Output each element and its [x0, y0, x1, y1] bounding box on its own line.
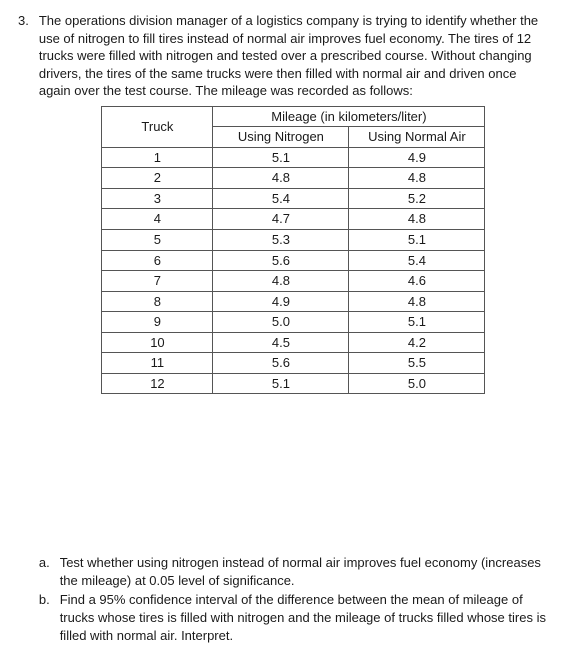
table-row: 8 4.9 4.8 — [102, 291, 485, 312]
col-air: Using Normal Air — [349, 127, 485, 148]
cell-truck: 5 — [102, 230, 213, 251]
cell-truck: 8 — [102, 291, 213, 312]
cell-air: 5.1 — [349, 312, 485, 333]
cell-nitrogen: 4.5 — [213, 332, 349, 353]
cell-truck: 3 — [102, 188, 213, 209]
cell-truck: 11 — [102, 353, 213, 374]
data-table: Truck Mileage (in kilometers/liter) Usin… — [101, 106, 485, 395]
table-row: 3 5.4 5.2 — [102, 188, 485, 209]
col-nitrogen: Using Nitrogen — [213, 127, 349, 148]
cell-air: 4.6 — [349, 271, 485, 292]
cell-air: 4.9 — [349, 147, 485, 168]
cell-nitrogen: 5.1 — [213, 373, 349, 394]
cell-air: 4.8 — [349, 209, 485, 230]
cell-nitrogen: 5.6 — [213, 250, 349, 271]
cell-air: 5.0 — [349, 373, 485, 394]
cell-nitrogen: 5.0 — [213, 312, 349, 333]
cell-truck: 4 — [102, 209, 213, 230]
cell-nitrogen: 5.4 — [213, 188, 349, 209]
subparts-list: a. Test whether using nitrogen instead o… — [39, 554, 548, 644]
cell-truck: 10 — [102, 332, 213, 353]
table-row: 4 4.7 4.8 — [102, 209, 485, 230]
cell-air: 5.1 — [349, 230, 485, 251]
table-row: 9 5.0 5.1 — [102, 312, 485, 333]
cell-truck: 12 — [102, 373, 213, 394]
cell-truck: 7 — [102, 271, 213, 292]
cell-truck: 1 — [102, 147, 213, 168]
cell-nitrogen: 4.7 — [213, 209, 349, 230]
table-row: 12 5.1 5.0 — [102, 373, 485, 394]
subpart-letter: b. — [39, 591, 50, 644]
cell-truck: 2 — [102, 168, 213, 189]
question-body: The operations division manager of a log… — [39, 12, 548, 646]
table-row: 10 4.5 4.2 — [102, 332, 485, 353]
table-row: 2 4.8 4.8 — [102, 168, 485, 189]
cell-nitrogen: 4.8 — [213, 168, 349, 189]
cell-nitrogen: 4.9 — [213, 291, 349, 312]
table-row: 1 5.1 4.9 — [102, 147, 485, 168]
cell-air: 5.2 — [349, 188, 485, 209]
cell-air: 4.2 — [349, 332, 485, 353]
cell-nitrogen: 5.1 — [213, 147, 349, 168]
question-block: 3. The operations division manager of a … — [18, 12, 548, 646]
subpart-b: b. Find a 95% confidence interval of the… — [39, 591, 548, 644]
subpart-text: Test whether using nitrogen instead of n… — [60, 554, 548, 589]
table-row: 5 5.3 5.1 — [102, 230, 485, 251]
subpart-text: Find a 95% confidence interval of the di… — [60, 591, 548, 644]
subpart-a: a. Test whether using nitrogen instead o… — [39, 554, 548, 589]
cell-air: 5.5 — [349, 353, 485, 374]
cell-nitrogen: 5.3 — [213, 230, 349, 251]
cell-air: 5.4 — [349, 250, 485, 271]
table-row: 11 5.6 5.5 — [102, 353, 485, 374]
table-row: 6 5.6 5.4 — [102, 250, 485, 271]
cell-truck: 6 — [102, 250, 213, 271]
question-prompt: The operations division manager of a log… — [39, 12, 548, 100]
subpart-letter: a. — [39, 554, 50, 589]
cell-air: 4.8 — [349, 291, 485, 312]
table-header-row-1: Truck Mileage (in kilometers/liter) — [102, 106, 485, 127]
col-truck: Truck — [102, 106, 213, 147]
question-number: 3. — [18, 12, 29, 646]
cell-nitrogen: 5.6 — [213, 353, 349, 374]
cell-truck: 9 — [102, 312, 213, 333]
col-group: Mileage (in kilometers/liter) — [213, 106, 485, 127]
cell-nitrogen: 4.8 — [213, 271, 349, 292]
table-row: 7 4.8 4.6 — [102, 271, 485, 292]
cell-air: 4.8 — [349, 168, 485, 189]
